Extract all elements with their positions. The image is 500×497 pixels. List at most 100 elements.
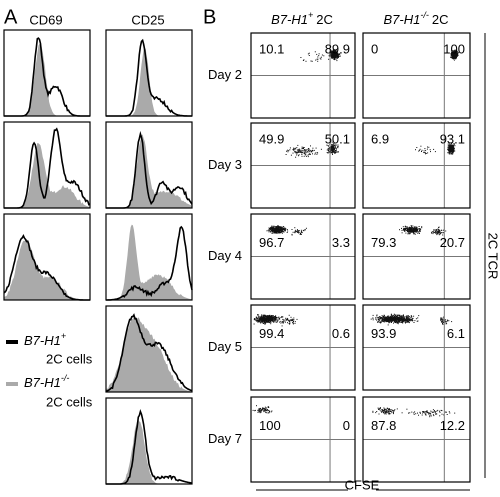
dot bbox=[320, 56, 322, 58]
dot bbox=[382, 319, 384, 320]
dot bbox=[299, 151, 301, 153]
dot bbox=[270, 323, 272, 325]
dot bbox=[448, 151, 450, 153]
dot bbox=[415, 227, 417, 229]
dot bbox=[403, 321, 405, 323]
dot bbox=[377, 321, 379, 323]
dot bbox=[261, 321, 263, 323]
dot bbox=[267, 320, 269, 322]
dot bbox=[293, 149, 295, 151]
dot bbox=[408, 231, 410, 233]
dot bbox=[385, 319, 387, 321]
dot bbox=[434, 410, 435, 412]
superscript: + bbox=[308, 10, 313, 20]
dot bbox=[405, 227, 407, 229]
dot bbox=[393, 319, 394, 321]
dot bbox=[281, 231, 283, 233]
dot bbox=[305, 150, 307, 152]
dot bbox=[455, 55, 457, 57]
dot bbox=[433, 229, 434, 231]
dot bbox=[397, 322, 398, 324]
dot bbox=[452, 58, 454, 60]
dot bbox=[406, 227, 408, 229]
dot bbox=[292, 149, 294, 150]
dot bbox=[406, 228, 408, 230]
dot bbox=[413, 229, 415, 231]
dot bbox=[269, 314, 271, 316]
dot bbox=[274, 318, 276, 319]
dot bbox=[275, 315, 277, 317]
dot bbox=[410, 319, 412, 321]
dot bbox=[333, 57, 335, 59]
dot bbox=[330, 54, 332, 56]
dot bbox=[279, 231, 281, 233]
dot bbox=[378, 321, 380, 323]
dot bbox=[282, 229, 284, 231]
genotype-label: B7-H1-/- bbox=[24, 373, 69, 390]
dot bbox=[447, 320, 449, 322]
dot bbox=[439, 230, 441, 232]
dot bbox=[383, 407, 385, 409]
dot bbox=[435, 231, 437, 232]
dot bbox=[382, 317, 384, 318]
dot bbox=[331, 152, 333, 154]
dot bbox=[419, 229, 421, 231]
dot bbox=[376, 315, 378, 317]
dot bbox=[308, 153, 310, 155]
dot bbox=[446, 414, 448, 415]
dot bbox=[453, 149, 455, 151]
dot bbox=[302, 151, 304, 153]
dot bbox=[289, 322, 291, 324]
dot bbox=[380, 317, 381, 319]
dot bbox=[261, 317, 263, 319]
dot bbox=[262, 317, 264, 319]
dot bbox=[417, 320, 419, 322]
dot bbox=[372, 411, 374, 413]
dot bbox=[452, 144, 454, 146]
dot bbox=[408, 227, 410, 229]
dot bbox=[281, 316, 283, 318]
dot bbox=[260, 317, 262, 319]
dot bbox=[277, 320, 279, 322]
dot bbox=[305, 154, 307, 156]
dot bbox=[262, 407, 264, 409]
dot bbox=[446, 323, 448, 325]
dot bbox=[425, 150, 427, 152]
dot bbox=[386, 316, 388, 318]
dot bbox=[266, 230, 268, 232]
dot bbox=[415, 230, 417, 232]
dot bbox=[328, 54, 330, 56]
dot bbox=[425, 153, 426, 155]
dot bbox=[269, 229, 271, 231]
dot bbox=[256, 318, 258, 320]
dot bbox=[268, 321, 270, 323]
dot bbox=[454, 150, 456, 152]
quadrant-value: 6.9 bbox=[371, 131, 389, 146]
quadrant-value: 100 bbox=[443, 41, 465, 56]
dot bbox=[276, 228, 278, 230]
dot bbox=[396, 314, 398, 316]
dot bbox=[400, 316, 402, 317]
dot bbox=[408, 228, 410, 230]
dot bbox=[426, 148, 428, 150]
dot bbox=[410, 229, 412, 231]
dot bbox=[281, 227, 283, 229]
dot bbox=[378, 316, 380, 318]
dot bbox=[382, 409, 384, 411]
dot bbox=[385, 411, 387, 413]
dot bbox=[281, 316, 283, 317]
dot bbox=[448, 411, 450, 413]
dot bbox=[372, 319, 374, 321]
dot bbox=[414, 233, 416, 235]
dot bbox=[267, 412, 269, 414]
dot bbox=[448, 153, 450, 155]
dot bbox=[393, 318, 395, 320]
dot bbox=[442, 232, 444, 234]
dot bbox=[336, 55, 338, 57]
dot bbox=[266, 410, 268, 412]
dot bbox=[414, 320, 416, 322]
dot bbox=[414, 228, 416, 230]
dot bbox=[301, 232, 303, 233]
dot bbox=[275, 319, 277, 321]
dot bbox=[301, 152, 303, 153]
